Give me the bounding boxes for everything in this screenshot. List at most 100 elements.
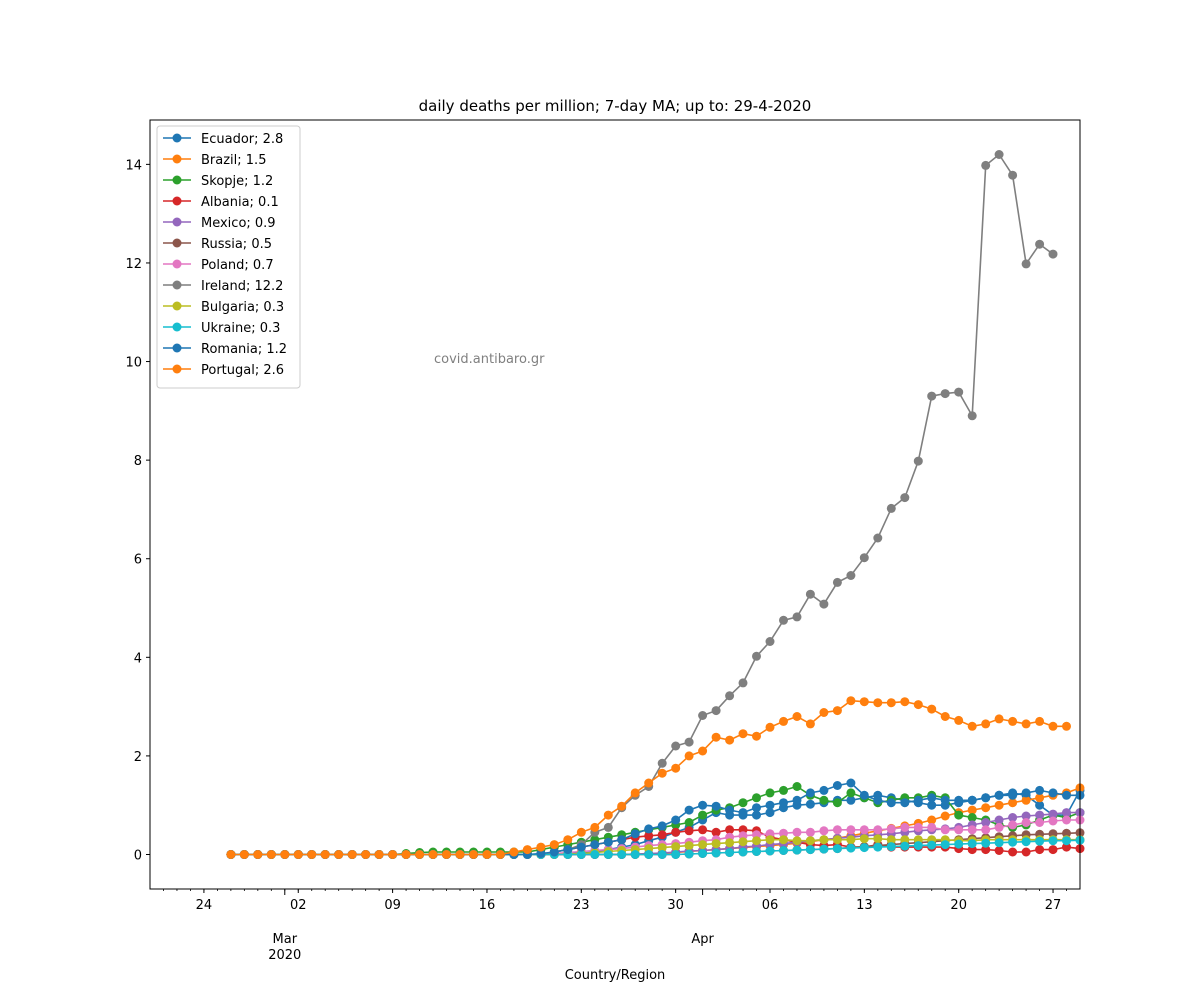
data-point <box>495 850 505 859</box>
data-point <box>1035 716 1045 726</box>
data-point <box>900 493 910 503</box>
data-point <box>1062 808 1071 818</box>
data-point <box>873 842 883 852</box>
data-point <box>482 850 492 859</box>
data-point <box>698 810 708 820</box>
data-point <box>859 825 869 835</box>
data-point <box>859 834 869 844</box>
legend-label: Brazil; 1.5 <box>201 153 266 168</box>
legend-item: Ireland; 12.2 <box>163 279 283 294</box>
data-point <box>859 697 869 707</box>
legend-label: Romania; 1.2 <box>201 342 287 357</box>
data-point <box>657 843 667 853</box>
data-point <box>1048 845 1058 855</box>
data-point <box>832 577 842 587</box>
data-point <box>873 825 883 835</box>
data-point <box>913 700 923 710</box>
legend-marker <box>172 280 182 290</box>
data-point <box>927 391 937 401</box>
data-point <box>846 778 856 788</box>
data-point <box>1035 239 1045 249</box>
data-point <box>725 735 735 745</box>
data-point <box>967 795 977 805</box>
legend-item: Brazil; 1.5 <box>163 153 266 168</box>
data-point <box>644 778 654 788</box>
data-point <box>752 810 761 820</box>
data-point <box>1035 785 1045 795</box>
data-point <box>671 815 681 825</box>
data-point <box>779 716 788 726</box>
data-point <box>684 849 694 859</box>
data-point <box>711 827 721 837</box>
data-point <box>671 850 681 859</box>
data-point <box>590 850 600 859</box>
y-tick-label: 12 <box>125 257 142 272</box>
data-point <box>711 801 721 811</box>
data-point <box>738 729 748 739</box>
data-point <box>347 850 357 859</box>
data-point <box>644 850 654 859</box>
legend-label: Ireland; 12.2 <box>201 279 283 294</box>
data-point <box>1008 798 1018 808</box>
legend-item: Portugal; 2.6 <box>163 363 284 378</box>
data-point <box>994 714 1004 724</box>
data-point <box>1062 790 1071 800</box>
data-point <box>1008 847 1018 857</box>
data-point <box>698 849 708 858</box>
data-point <box>1035 818 1045 827</box>
y-tick-label: 4 <box>134 651 142 666</box>
data-point <box>846 571 856 580</box>
legend-marker <box>172 259 182 269</box>
data-point <box>859 790 869 800</box>
data-point <box>671 827 681 837</box>
data-point <box>671 741 681 751</box>
data-point <box>859 553 869 563</box>
data-point <box>1021 811 1031 821</box>
legend-marker <box>172 217 182 227</box>
data-point <box>846 696 856 706</box>
data-point <box>671 842 681 852</box>
data-point <box>886 798 896 808</box>
data-point <box>657 850 667 859</box>
data-point <box>752 651 761 661</box>
data-point <box>1048 816 1058 826</box>
data-point <box>711 848 721 858</box>
data-point <box>320 850 330 859</box>
data-point <box>361 850 371 859</box>
data-point <box>873 698 883 708</box>
data-point <box>1008 837 1018 847</box>
data-point <box>725 838 735 848</box>
data-point <box>1021 818 1031 827</box>
x-tick-label: 09 <box>384 898 401 913</box>
data-point <box>603 850 613 859</box>
data-point <box>738 847 748 857</box>
data-point <box>900 841 910 851</box>
data-point <box>603 822 613 832</box>
data-point <box>698 800 708 810</box>
data-point <box>927 815 937 825</box>
data-point <box>1021 847 1031 857</box>
data-point <box>981 803 991 813</box>
data-point <box>832 844 842 854</box>
data-point <box>913 822 923 832</box>
legend-label: Skopje; 1.2 <box>201 174 273 189</box>
legend-item: Albania; 0.1 <box>163 195 279 210</box>
data-point <box>967 721 977 731</box>
data-point <box>469 850 478 859</box>
data-point <box>536 842 546 852</box>
data-point <box>684 841 694 851</box>
watermark: covid.antibaro.gr <box>434 352 545 367</box>
data-point <box>940 389 950 399</box>
data-point <box>981 793 991 803</box>
x-tick-label: 23 <box>573 898 590 913</box>
data-point <box>266 850 276 859</box>
data-point <box>832 798 842 808</box>
legend-item: Russia; 0.5 <box>163 237 272 252</box>
data-point <box>1062 836 1071 846</box>
legend-item: Bulgaria; 0.3 <box>163 300 284 315</box>
series-portugal <box>226 696 1071 859</box>
x-tick-label: 27 <box>1045 898 1062 913</box>
chart-title: daily deaths per million; 7-day MA; up t… <box>419 97 812 115</box>
legend-label: Albania; 0.1 <box>201 195 279 210</box>
